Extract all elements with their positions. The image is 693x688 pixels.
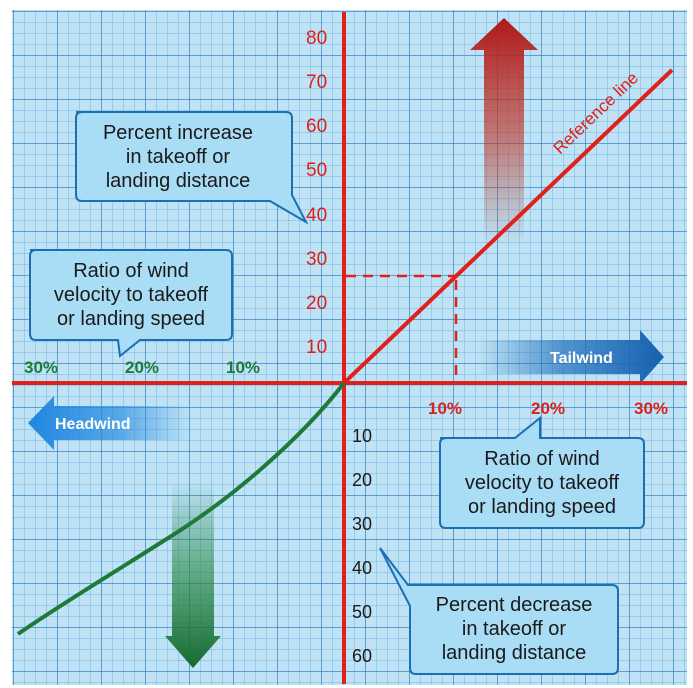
y-label: 30: [352, 514, 372, 534]
callout-text-line: or landing speed: [468, 496, 616, 518]
headwind-arrow-icon: [28, 396, 192, 450]
y-label: 50: [306, 160, 327, 181]
x-label: 30%: [634, 399, 668, 418]
headwind-label: Headwind: [55, 416, 131, 433]
callout-text-line: in takeoff or: [126, 146, 230, 168]
callout-text-line: Ratio of wind: [73, 260, 189, 282]
y-label: 50: [352, 602, 372, 622]
callout-text-line: Percent increase: [103, 122, 253, 144]
reference-line: [342, 68, 674, 385]
y-label: 20: [352, 470, 372, 490]
decrease-arrow-icon: [165, 482, 221, 668]
y-label: 80: [306, 28, 327, 49]
y-label: 10: [352, 426, 372, 446]
callout-text-line: in takeoff or: [462, 618, 566, 640]
callout-text-line: Ratio of wind: [484, 448, 600, 470]
callout-ratio-left: Ratio of wind velocity to takeoff or lan…: [29, 249, 233, 358]
y-label: 60: [352, 646, 372, 666]
x-axis-negative-labels: 10% 20% 30%: [24, 358, 260, 377]
x-axis-positive-labels: 10% 20% 30%: [428, 399, 668, 418]
callout-percent-increase: Percent increase in takeoff or landing d…: [75, 111, 309, 225]
y-label: 40: [306, 205, 327, 226]
y-label: 20: [306, 293, 327, 314]
x-label: 20%: [531, 399, 565, 418]
y-axis-positive-labels: 10 20 30 40 50 60 70 80: [306, 28, 327, 358]
headwind-curve: [16, 381, 346, 636]
callout-text-line: landing distance: [442, 642, 587, 664]
callout-text-line: landing distance: [106, 170, 251, 192]
x-label: 20%: [125, 358, 159, 377]
y-label: 30: [306, 249, 327, 270]
increase-arrow-icon: [470, 18, 538, 245]
callout-text-line: or landing speed: [57, 308, 205, 330]
callout-text-line: velocity to takeoff: [54, 284, 209, 306]
tailwind-label: Tailwind: [550, 350, 613, 367]
y-axis-negative-labels: 10 20 30 40 50 60: [352, 426, 372, 666]
callout-text-line: velocity to takeoff: [465, 472, 620, 494]
callout-text-line: Percent decrease: [436, 594, 593, 616]
callout-percent-decrease: Percent decrease in takeoff or landing d…: [379, 547, 619, 675]
x-label: 10%: [226, 358, 260, 377]
y-label: 10: [306, 337, 327, 358]
callout-ratio-right: Ratio of wind velocity to takeoff or lan…: [439, 415, 645, 529]
x-label: 10%: [428, 399, 462, 418]
y-label: 60: [306, 116, 327, 137]
x-label: 30%: [24, 358, 58, 377]
y-label: 40: [352, 558, 372, 578]
tailwind-arrow-icon: [478, 330, 664, 384]
y-label: 70: [306, 72, 327, 93]
